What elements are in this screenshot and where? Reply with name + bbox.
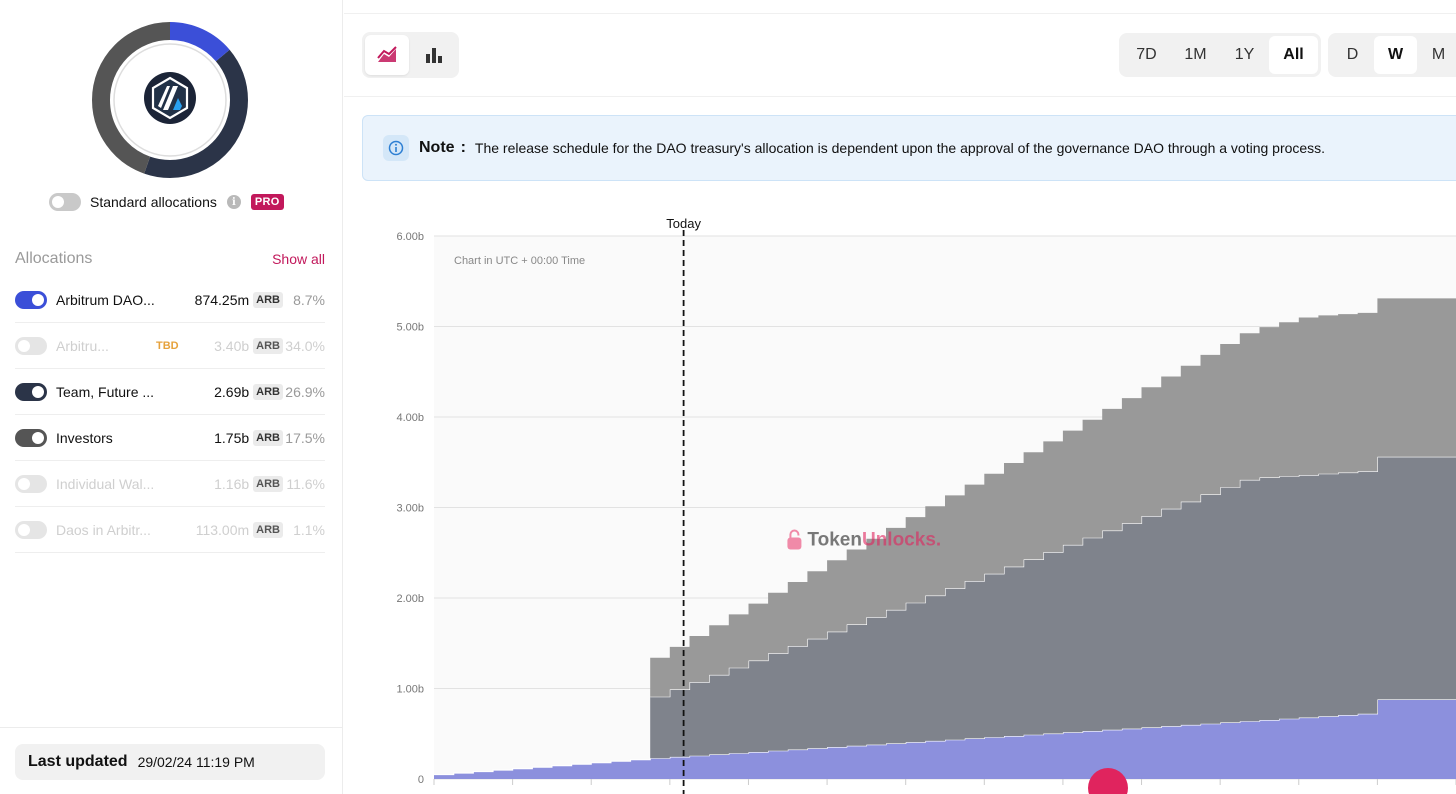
allocation-amount: 1.16b: [214, 475, 250, 492]
allocation-name: Investors: [56, 429, 113, 446]
show-all-link[interactable]: Show all: [272, 251, 325, 267]
note-title: Note: [419, 139, 455, 156]
allocation-percent: 11.6%: [286, 475, 325, 492]
allocation-toggle[interactable]: [15, 474, 47, 493]
info-icon[interactable]: i: [226, 195, 241, 209]
range-button[interactable]: 1M: [1184, 46, 1207, 63]
allocation-row[interactable]: Arbitru... TBD 3.40b ARB 34.0%: [15, 323, 325, 369]
series-area: [650, 298, 1456, 697]
arbitrum-logo-icon: [144, 72, 196, 124]
y-tick-label: 2.00b: [396, 593, 424, 605]
y-tick-label: 1.00b: [396, 684, 424, 696]
granularity-button[interactable]: D: [1346, 46, 1359, 63]
allocation-unit-badge: ARB: [253, 475, 283, 492]
watermark-part1: Token: [807, 530, 862, 551]
granularity-button[interactable]: M: [1431, 46, 1446, 63]
series-area: [434, 699, 1456, 779]
area-chart-icon: [377, 46, 397, 62]
allocation-row[interactable]: Daos in Arbitr... 113.00m ARB 1.1%: [15, 507, 325, 553]
allocations-header: Allocations Show all: [15, 250, 325, 268]
allocation-toggle[interactable]: [15, 520, 47, 539]
unlock-schedule-chart: 0 1.00b 2.00b 3.00b 4.00b 5.00b 6.00b Chart in …: [396, 216, 1456, 794]
allocation-toggle[interactable]: [15, 290, 47, 309]
lock-icon: [787, 529, 802, 550]
y-tick-label: 0: [418, 774, 424, 786]
allocation-percent: 34.0%: [285, 337, 325, 354]
allocation-donut-chart: [92, 22, 248, 178]
allocation-unit-badge: ARB: [253, 337, 283, 354]
watermark-part2: Unlocks.: [862, 530, 941, 551]
allocation-unit-badge: ARB: [253, 291, 283, 308]
allocation-unit-badge: ARB: [253, 383, 283, 400]
divider: [0, 727, 343, 728]
allocation-row[interactable]: Arbitrum DAO... 874.25m ARB 8.7%: [15, 277, 325, 323]
range-button[interactable]: 7D: [1136, 46, 1157, 63]
range-button[interactable]: All: [1269, 36, 1318, 74]
last-updated-value: 29/02/24 11:19 PM: [137, 754, 255, 770]
allocation-row[interactable]: Team, Future ... 2.69b ARB 26.9%: [15, 369, 325, 415]
allocation-unit-badge: ARB: [253, 521, 283, 538]
info-circle-icon: [383, 135, 409, 161]
allocation-amount: 1.75b: [214, 429, 250, 446]
note-colon: :: [460, 139, 466, 156]
allocation-toggle[interactable]: [15, 382, 47, 401]
allocation-toggle[interactable]: [15, 336, 47, 355]
chat-bubble-icon[interactable]: [1088, 768, 1128, 794]
allocation-unit-badge: ARB: [253, 429, 283, 446]
bar-chart-icon: [426, 48, 442, 63]
allocation-toggle[interactable]: [15, 428, 47, 447]
range-button[interactable]: 1Y: [1234, 46, 1255, 63]
allocation-percent: 17.5%: [285, 429, 325, 446]
allocation-row[interactable]: Individual Wal... 1.16b ARB 11.6%: [15, 461, 325, 507]
last-updated-box: Last updated 29/02/24 11:19 PM: [15, 744, 325, 780]
allocation-name: Arbitrum DAO...: [56, 291, 155, 308]
standard-allocations-label: Standard allocations: [90, 194, 217, 210]
allocations-panel: Standard allocations i PRO Allocations S…: [0, 0, 343, 794]
allocation-row[interactable]: Investors 1.75b ARB 17.5%: [15, 415, 325, 461]
chart-timezone-note: Chart in UTC + 00:00 Time: [454, 255, 585, 267]
y-tick-label: 6.00b: [396, 231, 424, 243]
allocation-amount: 3.40b: [214, 337, 250, 354]
pro-badge: PRO: [250, 194, 284, 210]
watermark-text: TokenUnlocks.: [807, 530, 941, 551]
chart-type-switcher: [362, 32, 459, 78]
area-chart-button[interactable]: [365, 35, 409, 75]
allocation-name: Daos in Arbitr...: [56, 521, 151, 538]
y-tick-label: 4.00b: [396, 412, 424, 424]
allocation-amount: 113.00m: [195, 521, 250, 538]
standard-allocations-toggle[interactable]: [49, 193, 81, 211]
y-tick-label: 3.00b: [396, 503, 424, 515]
allocations-title: Allocations: [15, 250, 93, 267]
note-banner: Note : The release schedule for the DAO …: [362, 115, 1456, 181]
top-strip: [344, 0, 1456, 14]
allocation-percent: 26.9%: [285, 383, 325, 400]
bar-chart-button[interactable]: [412, 35, 456, 75]
allocation-name: Arbitru...: [56, 337, 109, 354]
donut-segment-arbitrum-dao: [92, 22, 248, 178]
last-updated-label: Last updated: [28, 753, 128, 770]
allocation-percent: 8.7%: [293, 291, 325, 308]
toolbar-divider: [344, 96, 1456, 97]
donut-segment-team: [92, 22, 248, 178]
allocation-amount: 874.25m: [194, 291, 250, 308]
tbd-badge: TBD: [156, 339, 179, 352]
y-tick-label: 5.00b: [396, 322, 424, 334]
note-text: The release schedule for the DAO treasur…: [474, 140, 1326, 156]
granularity-button[interactable]: W: [1374, 36, 1417, 74]
allocation-name: Individual Wal...: [56, 475, 155, 492]
series-area: [650, 456, 1456, 759]
allocation-percent: 1.1%: [293, 521, 325, 538]
allocation-amount: 2.69b: [214, 383, 250, 400]
standard-allocations-row: Standard allocations i PRO: [49, 192, 284, 212]
today-label: Today: [666, 216, 701, 231]
allocations-list: Arbitrum DAO... 874.25m ARB 8.7% Arbitru... T…: [15, 277, 325, 553]
allocation-name: Team, Future ...: [56, 383, 155, 400]
time-range-selector: 7D 1M 1Y All: [1119, 33, 1321, 77]
